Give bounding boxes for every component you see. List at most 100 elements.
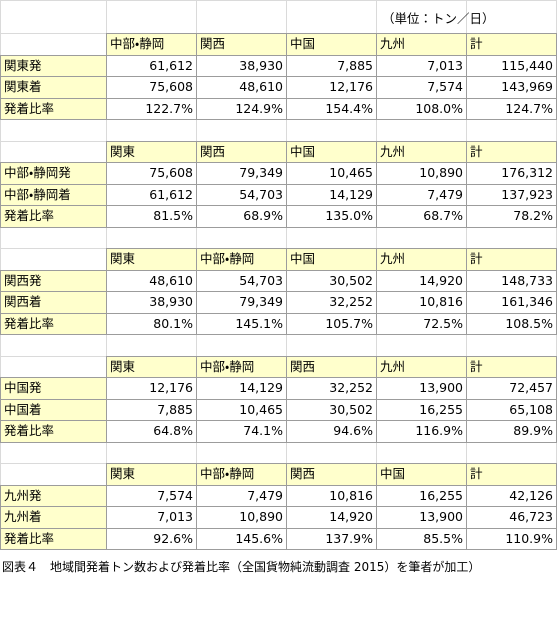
grid-cell — [0, 0, 107, 34]
column-header: 九州 — [376, 33, 467, 56]
value-cell: 7,479 — [376, 183, 467, 206]
value-cell: 161,346 — [466, 291, 557, 314]
grid-cell — [286, 0, 377, 34]
value-cell: 89.9% — [466, 420, 557, 443]
value-cell: 65,108 — [466, 398, 557, 421]
value-cell: 10,890 — [376, 162, 467, 185]
value-cell: 80.1% — [106, 312, 197, 335]
grid-cell — [376, 119, 467, 142]
column-header: 関西 — [286, 463, 377, 486]
row-label: 九州発 — [0, 484, 107, 507]
value-cell: 61,612 — [106, 183, 197, 206]
column-header: 関西 — [196, 33, 287, 56]
column-header: 九州 — [376, 355, 467, 378]
grid-cell — [0, 33, 107, 56]
grid-cell — [286, 441, 377, 464]
value-cell: 13,900 — [376, 506, 467, 529]
value-cell: 14,920 — [286, 506, 377, 529]
value-cell: 38,930 — [106, 291, 197, 314]
value-cell: 154.4% — [286, 97, 377, 120]
grid-cell — [196, 334, 287, 357]
value-cell: 137.9% — [286, 527, 377, 550]
value-cell: 124.7% — [466, 97, 557, 120]
value-cell: 30,502 — [286, 398, 377, 421]
row-label: 発着比率 — [0, 312, 107, 335]
grid-cell — [106, 441, 197, 464]
value-cell: 46,723 — [466, 506, 557, 529]
row-label: 関東着 — [0, 76, 107, 99]
value-cell: 145.6% — [196, 527, 287, 550]
value-cell: 32,252 — [286, 291, 377, 314]
column-header: 九州 — [376, 140, 467, 163]
grid-cell — [106, 0, 197, 34]
value-cell: 92.6% — [106, 527, 197, 550]
grid-cell — [376, 334, 467, 357]
column-header: 中部・静岡 — [196, 463, 287, 486]
value-cell: 110.9% — [466, 527, 557, 550]
value-cell: 75,608 — [106, 76, 197, 99]
value-cell: 135.0% — [286, 205, 377, 228]
row-label: 関西発 — [0, 269, 107, 292]
column-header: 中部・静岡 — [196, 355, 287, 378]
value-cell: 116.9% — [376, 420, 467, 443]
grid-cell — [196, 119, 287, 142]
column-header: 計 — [466, 248, 557, 271]
value-cell: 74.1% — [196, 420, 287, 443]
row-label: 関西着 — [0, 291, 107, 314]
grid-cell — [466, 119, 557, 142]
value-cell: 64.8% — [106, 420, 197, 443]
column-header: 計 — [466, 140, 557, 163]
value-cell: 48,610 — [196, 76, 287, 99]
value-cell: 143,969 — [466, 76, 557, 99]
grid-cell — [286, 226, 377, 249]
grid-cell — [466, 226, 557, 249]
row-label: 中国着 — [0, 398, 107, 421]
value-cell: 94.6% — [286, 420, 377, 443]
value-cell: 10,890 — [196, 506, 287, 529]
value-cell: 38,930 — [196, 54, 287, 77]
value-cell: 48,610 — [106, 269, 197, 292]
value-cell: 85.5% — [376, 527, 467, 550]
value-cell: 30,502 — [286, 269, 377, 292]
column-header: 計 — [466, 33, 557, 56]
column-header: 中部・静岡 — [196, 248, 287, 271]
grid-cell — [196, 441, 287, 464]
grid-cell — [196, 226, 287, 249]
grid-cell — [0, 334, 107, 357]
value-cell: 61,612 — [106, 54, 197, 77]
column-header: 中部・静岡 — [106, 33, 197, 56]
value-cell: 81.5% — [106, 205, 197, 228]
value-cell: 7,574 — [376, 76, 467, 99]
value-cell: 72,457 — [466, 377, 557, 400]
value-cell: 68.7% — [376, 205, 467, 228]
value-cell: 7,885 — [286, 54, 377, 77]
value-cell: 79,349 — [196, 162, 287, 185]
value-cell: 14,129 — [196, 377, 287, 400]
value-cell: 12,176 — [106, 377, 197, 400]
grid-cell — [376, 226, 467, 249]
column-header: 九州 — [376, 248, 467, 271]
row-label: 発着比率 — [0, 205, 107, 228]
grid-cell — [466, 334, 557, 357]
unit-note: （単位：トン／日） — [382, 11, 495, 26]
value-cell: 7,013 — [376, 54, 467, 77]
row-label: 発着比率 — [0, 527, 107, 550]
value-cell: 105.7% — [286, 312, 377, 335]
value-cell: 68.9% — [196, 205, 287, 228]
grid-cell — [0, 140, 107, 163]
grid-cell — [106, 226, 197, 249]
value-cell: 16,255 — [376, 398, 467, 421]
grid-cell — [0, 463, 107, 486]
value-cell: 10,816 — [376, 291, 467, 314]
column-header: 中国 — [286, 248, 377, 271]
value-cell: 10,816 — [286, 484, 377, 507]
column-header: 計 — [466, 463, 557, 486]
value-cell: 79,349 — [196, 291, 287, 314]
value-cell: 137,923 — [466, 183, 557, 206]
value-cell: 176,312 — [466, 162, 557, 185]
value-cell: 14,920 — [376, 269, 467, 292]
value-cell: 16,255 — [376, 484, 467, 507]
caption: 図表４ 地域間発着トン数および発着比率（全国貨物純流動調査 2015）を筆者が加… — [2, 560, 481, 574]
row-label: 中国発 — [0, 377, 107, 400]
column-header: 関西 — [286, 355, 377, 378]
